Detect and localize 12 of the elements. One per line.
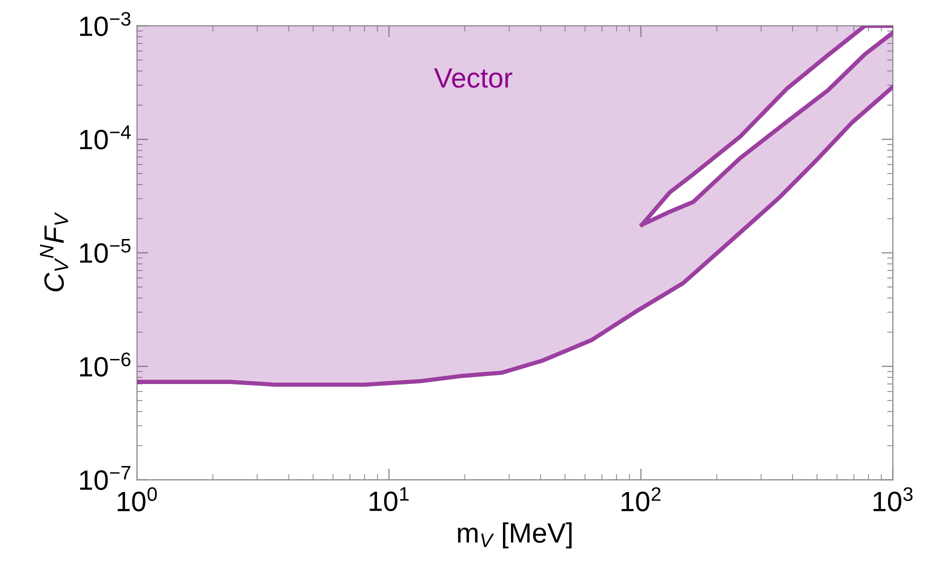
x-axis-title: m$_{V}$ [MeV]	[458, 522, 572, 548]
x-tick-label: 10$^{3}$	[874, 487, 913, 512]
y-tick-label: 10$^{−4}$	[80, 126, 131, 150]
x-tick-label: 10$^{2}$	[622, 487, 661, 512]
y-tick-label: 10$^{−3}$	[80, 12, 130, 36]
x-tick-label: 10$^{0}$	[118, 487, 157, 512]
x-tick-label: 10$^{1}$	[370, 487, 409, 512]
y-axis-title: C$_{V}$$^{N}$F$_{V}$	[40, 212, 68, 292]
annotation: Vector	[434, 68, 512, 88]
y-tick-label: 10$^{−6}$	[80, 352, 130, 377]
y-tick-label: 10$^{−7}$	[80, 466, 130, 490]
y-tick-label: 10$^{−5}$	[80, 239, 130, 263]
